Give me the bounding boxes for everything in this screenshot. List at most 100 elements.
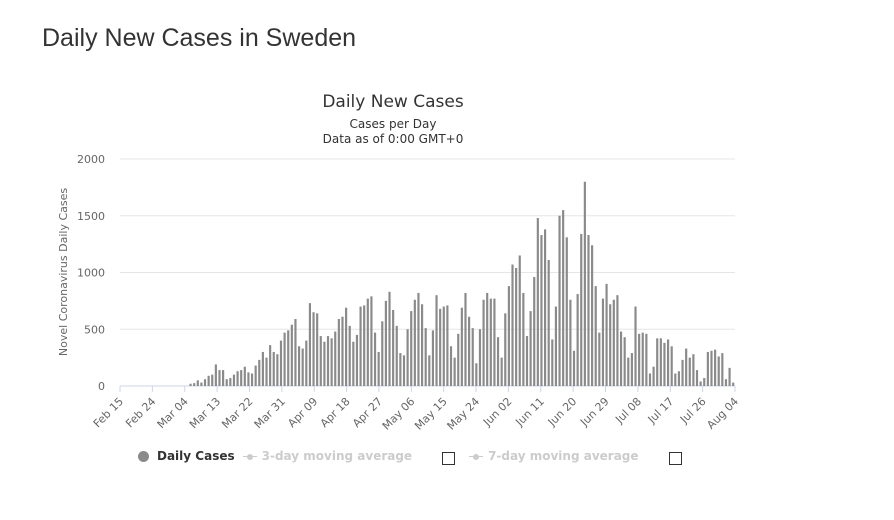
- bar: [258, 359, 261, 386]
- bar: [229, 378, 232, 386]
- bar: [301, 348, 304, 386]
- bar: [482, 299, 485, 386]
- bar: [410, 311, 413, 386]
- bar: [522, 292, 525, 386]
- checkbox-3-day-ma[interactable]: [442, 451, 456, 465]
- checkbox-7-day-ma[interactable]: [668, 451, 682, 465]
- bar: [193, 383, 196, 386]
- bar: [287, 330, 290, 386]
- bar: [294, 319, 297, 386]
- bar: [413, 299, 416, 386]
- bar: [290, 324, 293, 386]
- bar: [536, 218, 539, 386]
- legend-item-7-day-ma[interactable]: 7-day moving average: [469, 449, 639, 463]
- bar: [724, 379, 728, 386]
- bar: [370, 296, 373, 386]
- bar: [717, 356, 720, 386]
- bar: [420, 304, 424, 386]
- bar: [203, 379, 207, 386]
- bar: [236, 371, 239, 386]
- bar: [489, 298, 492, 386]
- y-tick-label: 1500: [77, 210, 105, 223]
- bar: [695, 370, 699, 386]
- bar: [558, 215, 561, 386]
- bar: [518, 255, 521, 386]
- x-tick-label: Mar 31: [252, 395, 288, 431]
- bar: [543, 229, 547, 386]
- bar: [609, 304, 612, 386]
- bar: [666, 339, 670, 386]
- bar: [732, 382, 735, 386]
- bar: [554, 306, 558, 386]
- bar: [218, 370, 221, 386]
- bar: [211, 374, 214, 386]
- bar: [551, 339, 554, 386]
- x-tick-label: Feb 15: [91, 395, 126, 430]
- bar: [243, 366, 246, 386]
- bar: [276, 354, 279, 386]
- x-tick-label: May 15: [412, 395, 450, 433]
- bar: [619, 331, 623, 386]
- bar: [562, 210, 565, 386]
- bar: [688, 357, 691, 387]
- legend-item-3-day-ma[interactable]: 3-day moving average: [242, 449, 413, 463]
- bar: [504, 313, 507, 386]
- bar: [337, 319, 340, 386]
- bar: [435, 295, 438, 386]
- x-tick-label: Mar 13: [187, 395, 223, 431]
- bar: [323, 341, 326, 386]
- x-tick-label: Jul 08: [612, 395, 644, 427]
- bar: [381, 321, 384, 386]
- x-tick-label: Mar 04: [155, 395, 191, 431]
- bar: [645, 333, 648, 386]
- bar: [616, 295, 619, 386]
- bar: [612, 299, 615, 386]
- x-tick-label: Apr 18: [318, 395, 353, 430]
- legend-item-daily-cases[interactable]: Daily Cases: [138, 449, 235, 463]
- chart-title: Daily New Cases: [322, 92, 464, 112]
- daily-cases-chart: Daily New Cases Cases per Day Data as of…: [57, 92, 741, 433]
- bar: [196, 380, 199, 386]
- bar: [594, 286, 597, 386]
- y-axis-title: Novel Coronavirus Daily Cases: [57, 188, 70, 356]
- bar: [363, 305, 366, 386]
- bar: [232, 374, 236, 386]
- bar: [225, 379, 228, 386]
- bar: [272, 351, 275, 386]
- legend-label-daily-cases: Daily Cases: [157, 449, 235, 463]
- bar: [580, 233, 583, 386]
- x-tick-label: May 06: [380, 395, 418, 433]
- chart-subtitle-line2: Data as of 0:00 GMT+0: [323, 132, 464, 146]
- bar: [468, 316, 471, 386]
- bar: [348, 325, 351, 386]
- bar: [525, 336, 529, 386]
- bar: [583, 181, 586, 386]
- y-tick-label: 2000: [77, 153, 105, 166]
- bar: [493, 298, 496, 386]
- bar: [326, 336, 330, 386]
- legend-marker-3-day-ma: [242, 451, 257, 462]
- bar: [355, 334, 359, 386]
- bar: [641, 332, 644, 386]
- bar: [352, 341, 355, 386]
- x-tick-label: Jun 20: [545, 395, 579, 429]
- bar: [587, 235, 590, 386]
- bar: [341, 316, 344, 386]
- bar: [486, 292, 489, 386]
- bar: [478, 329, 482, 386]
- bar: [663, 342, 666, 386]
- bar: [254, 365, 257, 386]
- bar: [648, 373, 652, 386]
- legend-marker-daily-cases: [138, 450, 149, 462]
- bar: [330, 338, 333, 386]
- bar: [634, 306, 637, 386]
- bar: [533, 277, 536, 386]
- legend-label-3-day-ma: 3-day moving average: [261, 449, 413, 463]
- bar: [475, 363, 478, 386]
- bar: [710, 350, 713, 386]
- bar: [572, 350, 576, 386]
- y-axis-ticks: 0 500 1000 1500 2000: [77, 153, 105, 393]
- bar: [591, 245, 594, 386]
- bar: [728, 367, 731, 386]
- bar: [714, 349, 717, 386]
